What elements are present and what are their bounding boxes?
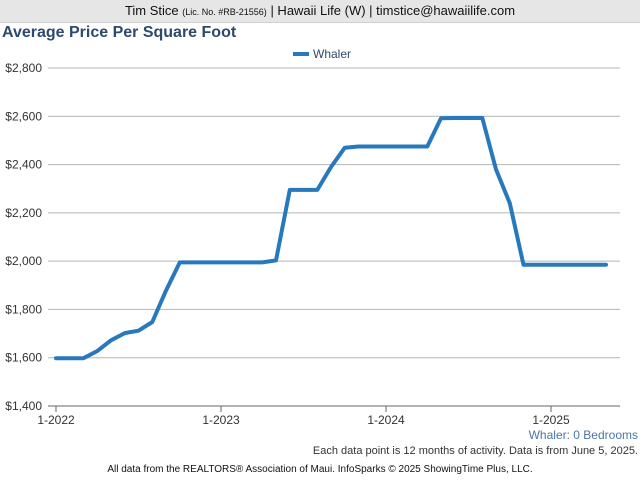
chart-subtitle: Whaler: 0 Bedrooms [528,428,638,442]
legend-label: Whaler [313,47,351,61]
x-tick-label: 1-2022 [37,413,75,427]
x-tick-label: 1-2023 [202,413,240,427]
y-tick-label: $1,800 [5,302,42,316]
x-tick-label: 1-2024 [367,413,405,427]
x-tick-label: 1-2025 [532,413,570,427]
y-tick-label: $2,600 [5,109,42,123]
series-line-whaler [54,116,608,361]
data-note: Each data point is 12 months of activity… [312,445,638,457]
y-tick-label: $1,600 [5,351,42,365]
y-tick-label: $2,000 [5,254,42,268]
agent-contact: | Hawaii Life (W) | timstice@hawaiilife.… [270,3,516,18]
chart-title: Average Price Per Square Foot [2,24,237,41]
y-tick-label: $1,400 [5,399,42,413]
y-tick-label: $2,800 [5,61,42,75]
agent-banner: Tim Stice (Lic. No. #RB-21556) | Hawaii … [0,0,640,23]
agent-name: Tim Stice [124,3,179,18]
y-tick-label: $2,200 [5,206,42,220]
license-number: (Lic. No. #RB-21556) [182,7,267,17]
y-tick-label: $2,400 [5,158,42,172]
footer-credits: All data from the REALTORS® Association … [107,464,533,475]
